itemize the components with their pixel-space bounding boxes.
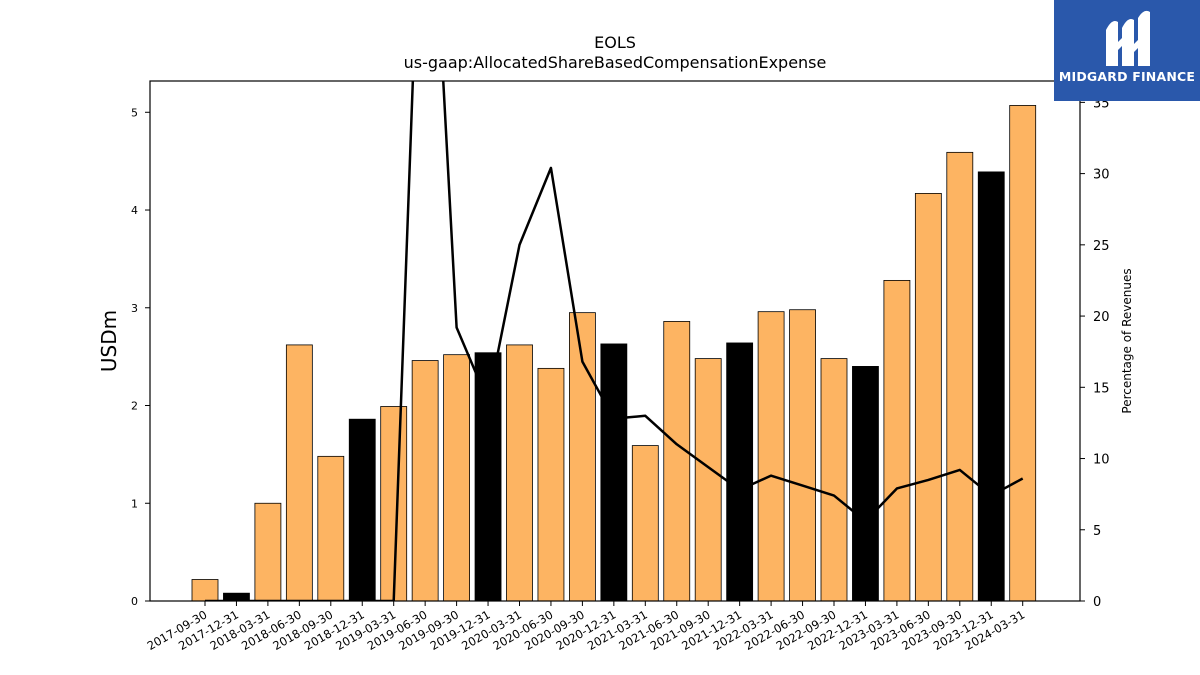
left-y-axis: 0 1 2 3 4 5 bbox=[131, 106, 150, 608]
bar-2020-03-31 bbox=[506, 344, 533, 602]
y-tick-label: 4 bbox=[131, 204, 138, 217]
y2-tick-label: 20 bbox=[1093, 310, 1110, 325]
brand-logo: MIDGARD FINANCE bbox=[1054, 0, 1200, 101]
bar-2020-12-31 bbox=[600, 343, 628, 602]
bar-2018-06-30 bbox=[285, 344, 313, 602]
plot-frame bbox=[149, 80, 1081, 602]
bar-2023-03-31 bbox=[883, 279, 911, 602]
bar-2021-03-31 bbox=[631, 445, 659, 602]
bar-2022-09-30 bbox=[820, 358, 848, 602]
y-tick-label: 1 bbox=[131, 497, 138, 510]
y2-axis-label: Percentage of Revenues bbox=[1120, 268, 1134, 413]
y2-tick-label: 5 bbox=[1093, 524, 1101, 539]
y-tick-label: 3 bbox=[131, 302, 138, 315]
chart-subtitle: us-gaap:AllocatedShareBasedCompensationE… bbox=[404, 53, 827, 72]
bar-2019-12-31 bbox=[474, 352, 502, 602]
y-axis-label: USDm bbox=[97, 310, 121, 372]
bar-2023-12-31 bbox=[977, 171, 1005, 602]
bar-2019-09-30 bbox=[443, 354, 471, 602]
y2-tick-label: 25 bbox=[1093, 239, 1110, 254]
bar-2018-09-30 bbox=[317, 455, 345, 602]
percentage-line-series bbox=[205, 81, 1024, 601]
bar-2023-09-30 bbox=[946, 151, 974, 602]
bar-2019-06-30 bbox=[411, 360, 439, 602]
bar-2018-12-31 bbox=[348, 418, 376, 602]
x-axis: 2017-09-302017-12-312018-03-312018-06-30… bbox=[145, 601, 1027, 653]
y2-tick-label: 30 bbox=[1093, 168, 1110, 183]
bar-2022-12-31 bbox=[852, 366, 879, 602]
bar-2020-06-30 bbox=[537, 367, 565, 602]
brand-name: MIDGARD FINANCE bbox=[1058, 69, 1196, 84]
bar-series bbox=[191, 105, 1037, 602]
y2-tick-label: 0 bbox=[1093, 595, 1101, 610]
bar-2022-03-31 bbox=[757, 311, 785, 602]
y2-tick-label: 15 bbox=[1093, 381, 1110, 396]
percentage-line bbox=[205, 81, 1024, 601]
bar-2022-06-30 bbox=[789, 309, 816, 602]
bar-2021-09-30 bbox=[694, 358, 722, 602]
chart-title: EOLS bbox=[594, 33, 636, 52]
bar-2023-06-30 bbox=[914, 193, 942, 602]
y-tick-label: 2 bbox=[131, 400, 138, 413]
y-tick-label: 5 bbox=[131, 106, 138, 119]
y-tick-label: 0 bbox=[131, 595, 138, 608]
bar-2021-06-30 bbox=[663, 321, 691, 602]
bar-2018-03-31 bbox=[254, 502, 282, 602]
midgard-logo-icon bbox=[1106, 10, 1150, 66]
bar-2021-12-31 bbox=[726, 342, 754, 602]
bar-2024-03-31 bbox=[1009, 105, 1037, 602]
bar-2017-09-30 bbox=[191, 579, 219, 602]
y2-tick-label: 10 bbox=[1093, 453, 1110, 468]
